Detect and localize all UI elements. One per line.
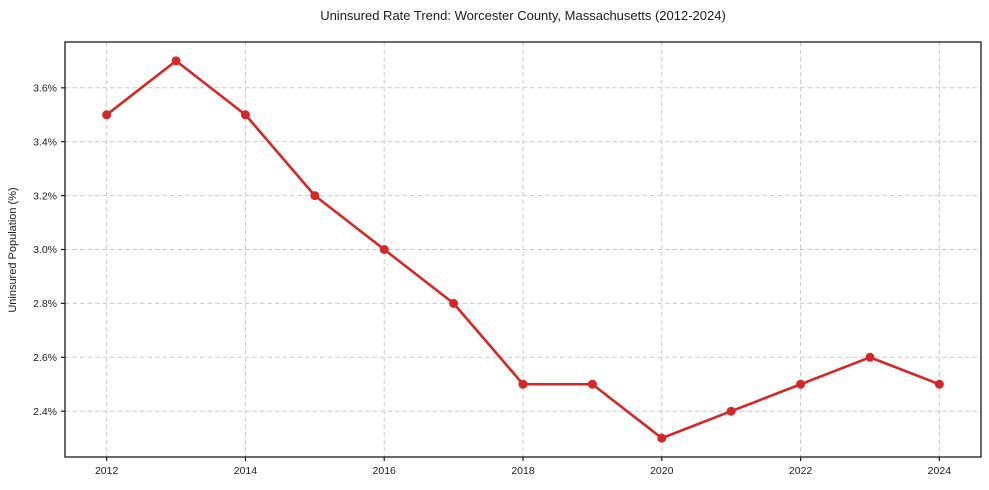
data-point <box>796 379 806 389</box>
y-tick-label: 2.4% <box>33 406 57 418</box>
data-point <box>449 298 459 308</box>
y-tick-label: 3.2% <box>33 190 57 202</box>
y-tick-label: 3.0% <box>33 244 57 256</box>
data-point <box>587 379 597 389</box>
x-tick-label: 2024 <box>928 465 952 477</box>
x-tick-label: 2018 <box>511 465 535 477</box>
data-point <box>310 191 320 201</box>
x-tick-label: 2022 <box>789 465 813 477</box>
data-point <box>379 245 389 254</box>
data-point <box>726 406 736 416</box>
chart-title: Uninsured Rate Trend: Worcester County, … <box>320 8 726 23</box>
axes-border <box>64 41 982 458</box>
data-point <box>240 110 250 120</box>
data-point <box>518 379 528 389</box>
x-tick-label: 2016 <box>373 465 397 477</box>
y-tick-label: 2.8% <box>33 298 57 310</box>
data-point <box>657 433 667 443</box>
y-tick-label: 2.6% <box>33 352 57 364</box>
y-tick-label: 3.6% <box>33 83 57 95</box>
data-point <box>865 352 875 362</box>
data-point <box>102 110 112 120</box>
x-tick-label: 2012 <box>95 465 119 477</box>
x-tick-label: 2014 <box>234 465 258 477</box>
data-point <box>934 379 944 389</box>
x-tick-label: 2020 <box>650 465 674 477</box>
y-tick-label: 3.4% <box>33 136 57 148</box>
data-point <box>171 56 181 66</box>
